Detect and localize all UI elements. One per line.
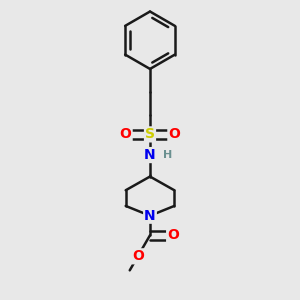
Text: N: N [144,209,156,223]
Text: O: O [120,128,132,141]
Text: H: H [163,150,172,160]
Text: O: O [167,228,179,242]
Text: S: S [145,128,155,141]
Text: O: O [132,249,144,263]
Text: O: O [168,128,180,141]
Text: N: N [144,148,156,162]
